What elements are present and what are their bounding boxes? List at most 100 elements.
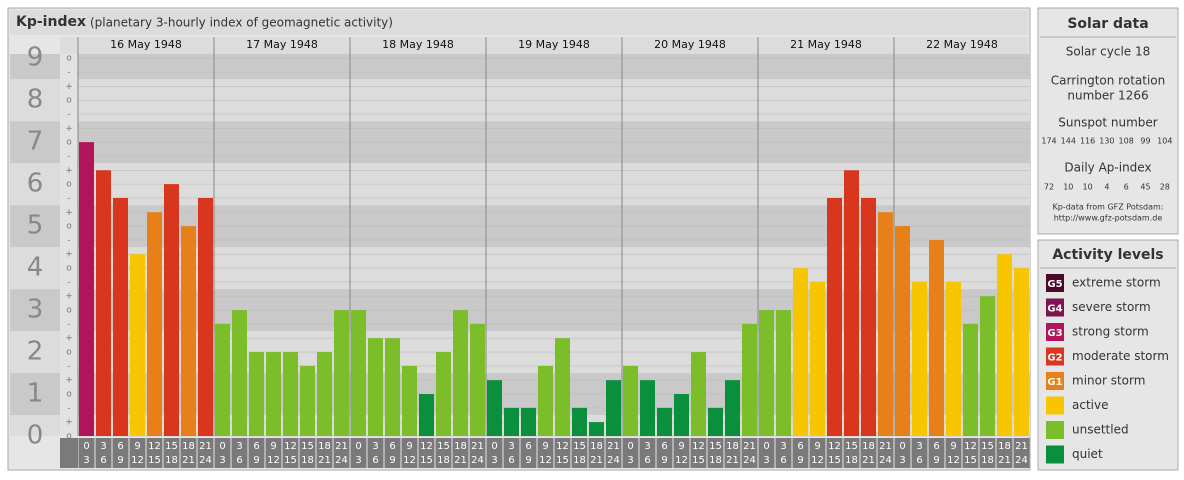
minor-tick-label: + [65, 376, 73, 386]
hour-label: 9 [253, 455, 259, 466]
hour-label: 9 [270, 441, 276, 452]
band [10, 415, 60, 436]
minor-tick-label: - [67, 193, 70, 203]
legend-label: severe storm [1072, 300, 1151, 314]
minor-tick-label: o [66, 138, 72, 148]
bar [334, 310, 349, 436]
hour-box [979, 438, 996, 468]
hour-box [367, 438, 384, 468]
minor-tick-label: - [67, 152, 70, 162]
hour-label: 12 [811, 455, 824, 466]
hour-label: 3 [236, 441, 242, 452]
bar [725, 380, 740, 436]
hour-label: 15 [692, 455, 705, 466]
date-label: 20 May 1948 [654, 38, 726, 51]
legend-swatch [1046, 396, 1064, 415]
hour-label: 9 [542, 441, 548, 452]
hour-label: 6 [525, 441, 531, 452]
hour-label: 0 [491, 441, 497, 452]
chart-title: Kp-index [16, 14, 86, 30]
y-tick-label: 7 [27, 127, 44, 157]
bar [453, 310, 468, 436]
ap-value: 45 [1140, 183, 1150, 192]
minor-tick-label: - [67, 403, 70, 413]
hour-box [945, 438, 962, 468]
hour-label: 0 [763, 441, 769, 452]
minor-tick-label: o [66, 390, 72, 400]
hour-label: 12 [828, 441, 841, 452]
hour-label: 6 [236, 455, 242, 466]
hour-box [95, 438, 112, 468]
hour-label: 6 [372, 455, 378, 466]
legend-label: unsettled [1072, 423, 1129, 437]
hour-box [843, 438, 860, 468]
bar [130, 254, 145, 436]
bar [776, 310, 791, 436]
minor-tick-label: - [67, 68, 70, 78]
bar [181, 226, 196, 436]
bar [402, 365, 417, 436]
hour-label: 9 [661, 455, 667, 466]
hour-label: 6 [916, 455, 922, 466]
bar [317, 352, 332, 436]
hour-box [622, 438, 639, 468]
bar [589, 422, 604, 436]
minor-tick-label: o [66, 306, 72, 316]
bar [266, 352, 281, 436]
minor-tick-label: + [65, 292, 73, 302]
hour-box [112, 438, 129, 468]
hour-label: 3 [916, 441, 922, 452]
minor-tick-label: - [67, 361, 70, 371]
hour-label: 3 [491, 455, 497, 466]
legend-code: G2 [1047, 353, 1062, 364]
minor-tick-label: + [65, 82, 73, 92]
band [10, 247, 60, 290]
legend-label: active [1072, 398, 1108, 412]
hour-box [520, 438, 537, 468]
hour-label: 3 [83, 455, 89, 466]
bar [691, 352, 706, 436]
hour-label: 12 [947, 455, 960, 466]
hour-box [792, 438, 809, 468]
sunspot-value: 104 [1157, 137, 1172, 146]
band [10, 121, 60, 164]
band [10, 163, 60, 206]
hour-label: 15 [301, 441, 314, 452]
minor-tick-label: - [67, 319, 70, 329]
legend-swatch [1046, 274, 1064, 292]
hour-label: 0 [83, 441, 89, 452]
hour-box [333, 438, 350, 468]
hour-box [384, 438, 401, 468]
hour-label: 12 [556, 441, 569, 452]
hour-label: 12 [148, 441, 161, 452]
legend-code: G3 [1047, 328, 1062, 339]
band [10, 205, 60, 248]
hour-label: 21 [862, 455, 875, 466]
hour-label: 15 [420, 455, 433, 466]
hour-label: 15 [437, 441, 450, 452]
solar-title: Solar data [1067, 16, 1148, 32]
legend-swatch [1046, 298, 1064, 317]
hour-label: 15 [981, 441, 994, 452]
bar [912, 281, 927, 436]
hour-box [775, 438, 792, 468]
hour-label: 18 [862, 441, 875, 452]
bar [436, 352, 451, 436]
band [10, 54, 60, 80]
bar [827, 197, 842, 436]
bar [198, 197, 213, 436]
hour-label: 18 [182, 441, 195, 452]
hour-label: 21 [335, 441, 348, 452]
hour-label: 3 [100, 441, 106, 452]
hour-label: 12 [675, 455, 688, 466]
legend-code: G4 [1047, 304, 1062, 315]
minor-tick-label: o [66, 264, 72, 274]
date-label: 19 May 1948 [518, 38, 590, 51]
bar [980, 296, 995, 436]
hour-label: 3 [508, 441, 514, 452]
hour-label: 6 [644, 455, 650, 466]
activity-title: Activity levels [1052, 247, 1163, 263]
source: Kp-data from GFZ Potsdam: [1053, 203, 1164, 212]
minor-tick-label: o [66, 96, 72, 106]
bar [232, 310, 247, 436]
